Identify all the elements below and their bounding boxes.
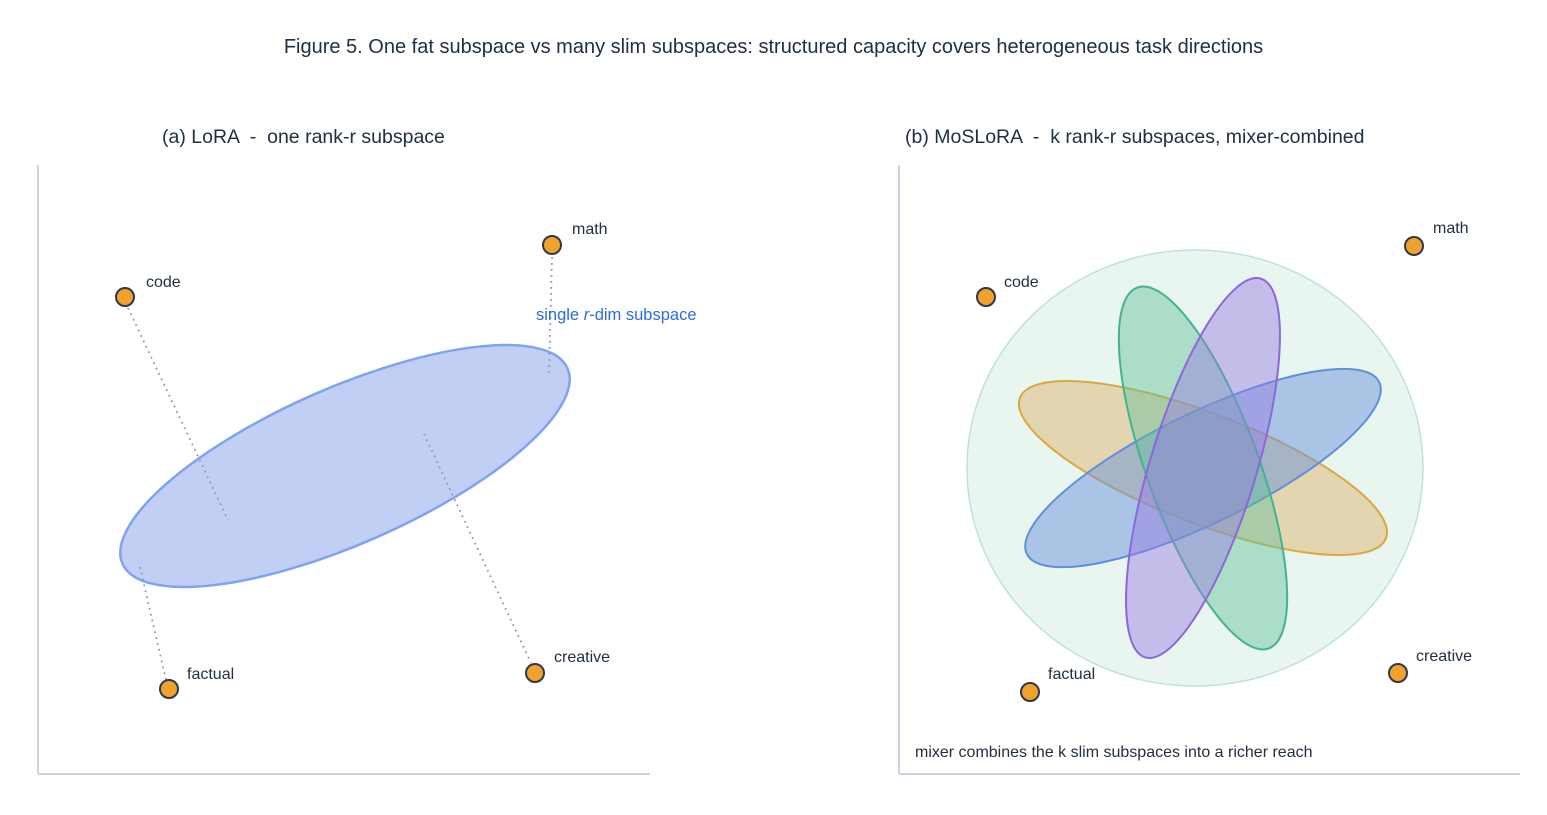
figure-title: Figure 5. One fat subspace vs many slim …: [283, 36, 1264, 58]
math-dot: [1404, 236, 1424, 256]
panel-a-axis-lines: [37, 165, 650, 775]
mixer-note: mixer combines the k slim subspaces into…: [915, 744, 1313, 761]
code-dot: [115, 287, 135, 307]
factual-dot: [159, 679, 179, 699]
factual-projection-line: [139, 566, 167, 681]
math-dot: [542, 235, 562, 255]
panel-a-shapes: [37, 165, 650, 775]
creative-dot: [525, 663, 545, 683]
task-label-math: math: [1433, 220, 1469, 237]
single-subspace-annotation: single r-dim subspace: [536, 306, 697, 325]
slim-subspace-blue-shape: [1024, 367, 1382, 569]
panel-b-title: (b) MoSLoRA - k rank-r subspaces, mixer-…: [905, 126, 1365, 148]
task-label-code: code: [146, 274, 181, 291]
slim-subspace-purple-shape: [1125, 277, 1281, 659]
task-dots-b: [976, 236, 1424, 702]
lora-subspace-ellipse: [119, 343, 571, 589]
task-label-factual: factual: [1048, 666, 1096, 683]
task-label-creative: creative: [554, 649, 611, 666]
task-label-code: code: [1004, 274, 1039, 291]
slim-subspace-green: [1117, 285, 1289, 651]
task-dots-a: [115, 235, 562, 699]
math-projection-line: [548, 256, 553, 374]
annotation-suffix: -dim subspace: [589, 306, 697, 324]
projection-lines-a: [127, 256, 553, 681]
code-dot: [976, 287, 996, 307]
panel-b-shapes: [898, 165, 1520, 775]
slim-subspace-green-shape: [1117, 285, 1289, 651]
factual-dot: [1020, 682, 1040, 702]
creative-projection-line: [423, 433, 532, 664]
slim-subspace-blue: [1024, 367, 1382, 569]
creative-dot: [1388, 663, 1408, 683]
task-label-math: math: [572, 221, 608, 238]
panel-b-axis-lines: [898, 165, 1520, 775]
annotation-prefix: single: [536, 306, 584, 324]
single-rank-r-subspace-shape: [119, 343, 571, 589]
task-label-factual: factual: [187, 666, 235, 683]
panel-a-title: (a) LoRA - one rank-r subspace: [162, 126, 445, 148]
task-label-creative: creative: [1416, 648, 1473, 665]
annotation-r-italic: r: [583, 306, 590, 324]
slim-subspace-purple: [1125, 277, 1281, 659]
